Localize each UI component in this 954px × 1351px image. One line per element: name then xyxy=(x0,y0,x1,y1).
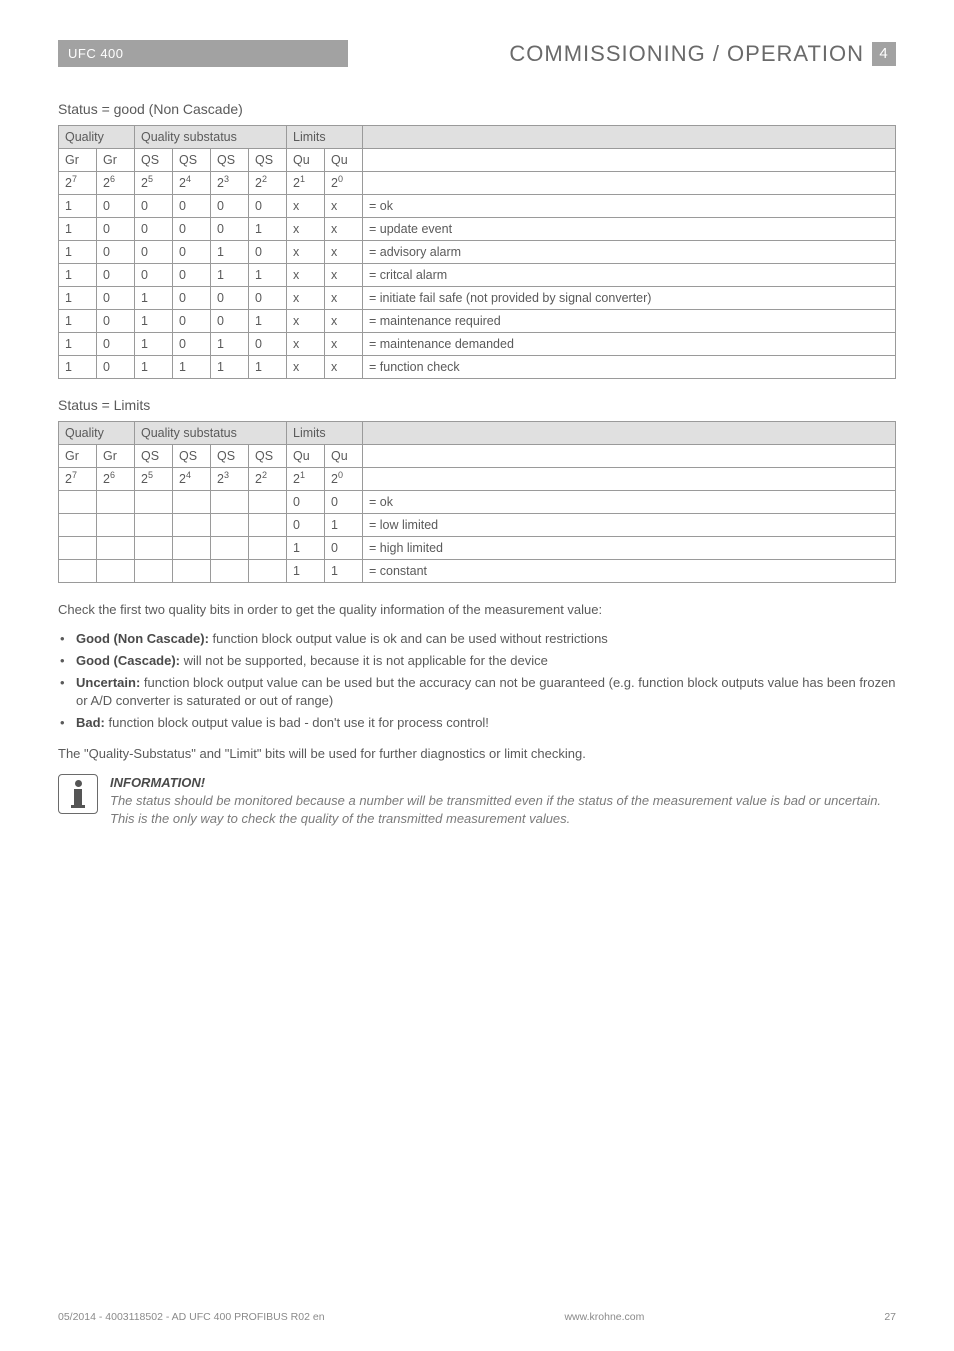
list-item: Bad: function block output value is bad … xyxy=(58,714,896,733)
table-row: 100001xx= update event xyxy=(59,218,896,241)
list-item: Good (Non Cascade): function block outpu… xyxy=(58,630,896,649)
table-row: 101001xx= maintenance required xyxy=(59,310,896,333)
top-bar: UFC 400 COMMISSIONING / OPERATION 4 xyxy=(58,40,896,67)
footer-center: www.krohne.com xyxy=(564,1311,644,1323)
table-row: 100000xx= ok xyxy=(59,195,896,218)
section-number-badge: 4 xyxy=(872,42,896,66)
col-group-limits: Limits xyxy=(287,422,363,445)
footer-left: 05/2014 - 4003118502 - AD UFC 400 PROFIB… xyxy=(58,1311,325,1323)
table-row: 101000xx= initiate fail safe (not provid… xyxy=(59,287,896,310)
list-item: Uncertain: function block output value c… xyxy=(58,674,896,712)
col-group-desc xyxy=(363,126,896,149)
col-group-substatus: Quality substatus xyxy=(135,422,287,445)
col-group-quality: Quality xyxy=(59,126,135,149)
table-row: 11= constant xyxy=(59,560,896,583)
col-group-substatus: Quality substatus xyxy=(135,126,287,149)
col-group-quality: Quality xyxy=(59,422,135,445)
info-icon xyxy=(58,774,98,814)
col-group-limits: Limits xyxy=(287,126,363,149)
col-group-desc xyxy=(363,422,896,445)
footer-page-number: 27 xyxy=(884,1311,896,1323)
table-row: 101111xx= function check xyxy=(59,356,896,379)
info-block: INFORMATION! The status should be monito… xyxy=(58,774,896,829)
closing-paragraph: The "Quality-Substatus" and "Limit" bits… xyxy=(58,745,896,764)
table-row: 10= high limited xyxy=(59,537,896,560)
table-row: 01= low limited xyxy=(59,514,896,537)
title-text: COMMISSIONING / OPERATION xyxy=(509,41,864,67)
section2-heading: Status = Limits xyxy=(58,397,896,413)
table-row: 100011xx= critcal alarm xyxy=(59,264,896,287)
page-footer: 05/2014 - 4003118502 - AD UFC 400 PROFIB… xyxy=(58,1311,896,1323)
doc-tag: UFC 400 xyxy=(58,40,348,67)
page-title: COMMISSIONING / OPERATION 4 xyxy=(348,40,896,67)
section1-heading: Status = good (Non Cascade) xyxy=(58,101,896,117)
table-row: 100010xx= advisory alarm xyxy=(59,241,896,264)
list-item: Good (Cascade): will not be supported, b… xyxy=(58,652,896,671)
intro-paragraph: Check the first two quality bits in orde… xyxy=(58,601,896,620)
table-status-good: Quality Quality substatus Limits Gr Gr Q… xyxy=(58,125,896,379)
table-status-limits: Quality Quality substatus Limits Gr Gr Q… xyxy=(58,421,896,583)
table-row: 00= ok xyxy=(59,491,896,514)
bullet-list: Good (Non Cascade): function block outpu… xyxy=(58,630,896,733)
info-text: INFORMATION! The status should be monito… xyxy=(110,774,896,829)
table-row: 101010xx= maintenance demanded xyxy=(59,333,896,356)
